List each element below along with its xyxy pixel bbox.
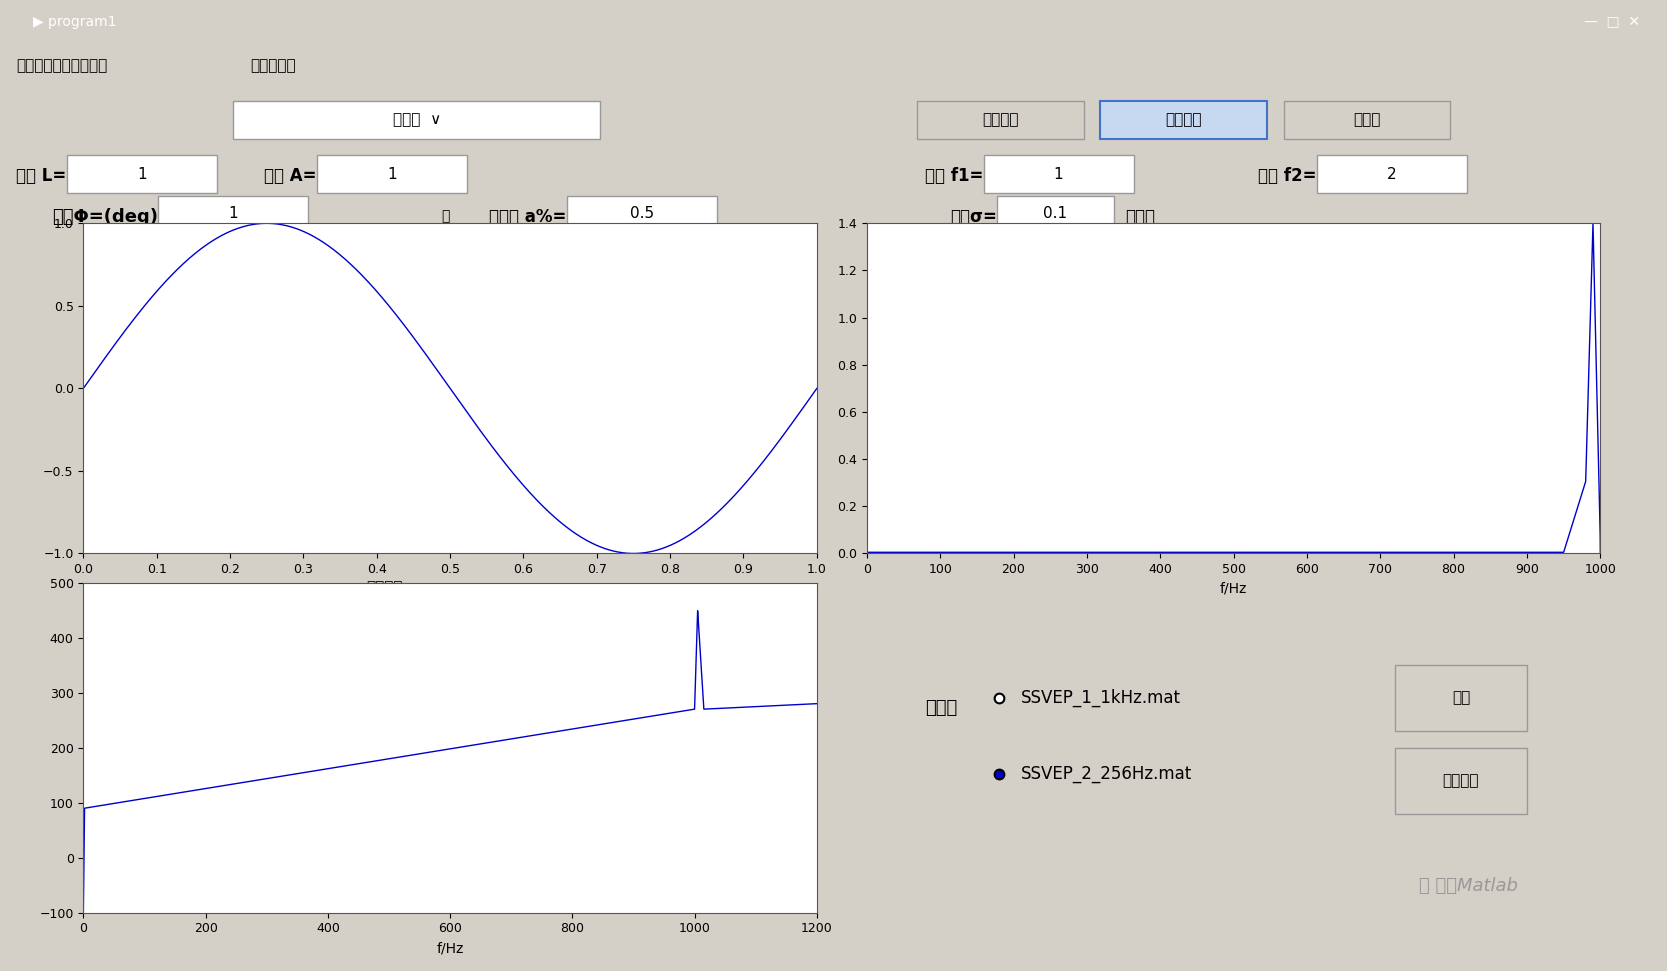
FancyBboxPatch shape (1395, 748, 1527, 814)
Text: —  □  ✕: — □ ✕ (1584, 15, 1640, 29)
Text: SSVEP_1_1kHz.mat: SSVEP_1_1kHz.mat (1020, 689, 1180, 707)
Text: 加载: 加载 (1452, 690, 1470, 706)
Text: 1: 1 (1054, 167, 1064, 182)
FancyBboxPatch shape (984, 155, 1134, 193)
Text: ▶ program1: ▶ program1 (33, 15, 117, 29)
FancyBboxPatch shape (317, 155, 467, 193)
Text: 相位Φ=(deg): 相位Φ=(deg) (52, 208, 158, 225)
Text: 文件：: 文件： (925, 699, 959, 717)
Text: 1: 1 (387, 167, 397, 182)
X-axis label: f/Hz: f/Hz (437, 941, 463, 955)
Text: 🐾 天天Matlab: 🐾 天天Matlab (1419, 878, 1517, 895)
FancyBboxPatch shape (1395, 665, 1527, 731)
Text: 数字滤波器: 数字滤波器 (250, 58, 295, 73)
FancyBboxPatch shape (1284, 101, 1450, 139)
Text: 频响应: 频响应 (1125, 208, 1155, 225)
FancyBboxPatch shape (1100, 101, 1267, 139)
Text: 分析频率: 分析频率 (1442, 773, 1479, 788)
FancyBboxPatch shape (917, 101, 1084, 139)
Text: 1: 1 (137, 167, 147, 182)
Text: 0.1: 0.1 (1044, 206, 1067, 220)
Text: 相位响应: 相位响应 (365, 580, 402, 595)
Text: 正弦波  ∨: 正弦波 ∨ (393, 113, 440, 127)
FancyBboxPatch shape (158, 196, 308, 230)
Text: 占空比 a%=: 占空比 a%= (490, 208, 567, 225)
Text: 生成信号: 生成信号 (982, 113, 1019, 127)
Text: 2: 2 (1387, 167, 1397, 182)
FancyBboxPatch shape (567, 196, 717, 230)
X-axis label: f/Hz: f/Hz (1220, 582, 1247, 596)
Text: 时长 L=: 时长 L= (17, 167, 67, 184)
Text: 幅度 A=: 幅度 A= (265, 167, 317, 184)
FancyBboxPatch shape (67, 155, 217, 193)
Text: 频率 f2=: 频率 f2= (1259, 167, 1317, 184)
FancyBboxPatch shape (233, 101, 600, 139)
Text: 功率谱: 功率谱 (1354, 113, 1380, 127)
Text: 频率 f1=: 频率 f1= (925, 167, 984, 184)
Text: 1: 1 (228, 206, 238, 220)
Text: SSVEP_2_256Hz.mat: SSVEP_2_256Hz.mat (1020, 765, 1192, 783)
Text: 生成信号及其频谱分析: 生成信号及其频谱分析 (17, 58, 108, 73)
Text: 频谱分析: 频谱分析 (1165, 113, 1202, 127)
Text: 方差σ=: 方差σ= (950, 208, 997, 225)
Text: 0.5: 0.5 (630, 206, 653, 220)
FancyBboxPatch shape (1317, 155, 1467, 193)
Text: 率: 率 (442, 210, 450, 223)
FancyBboxPatch shape (997, 196, 1114, 230)
